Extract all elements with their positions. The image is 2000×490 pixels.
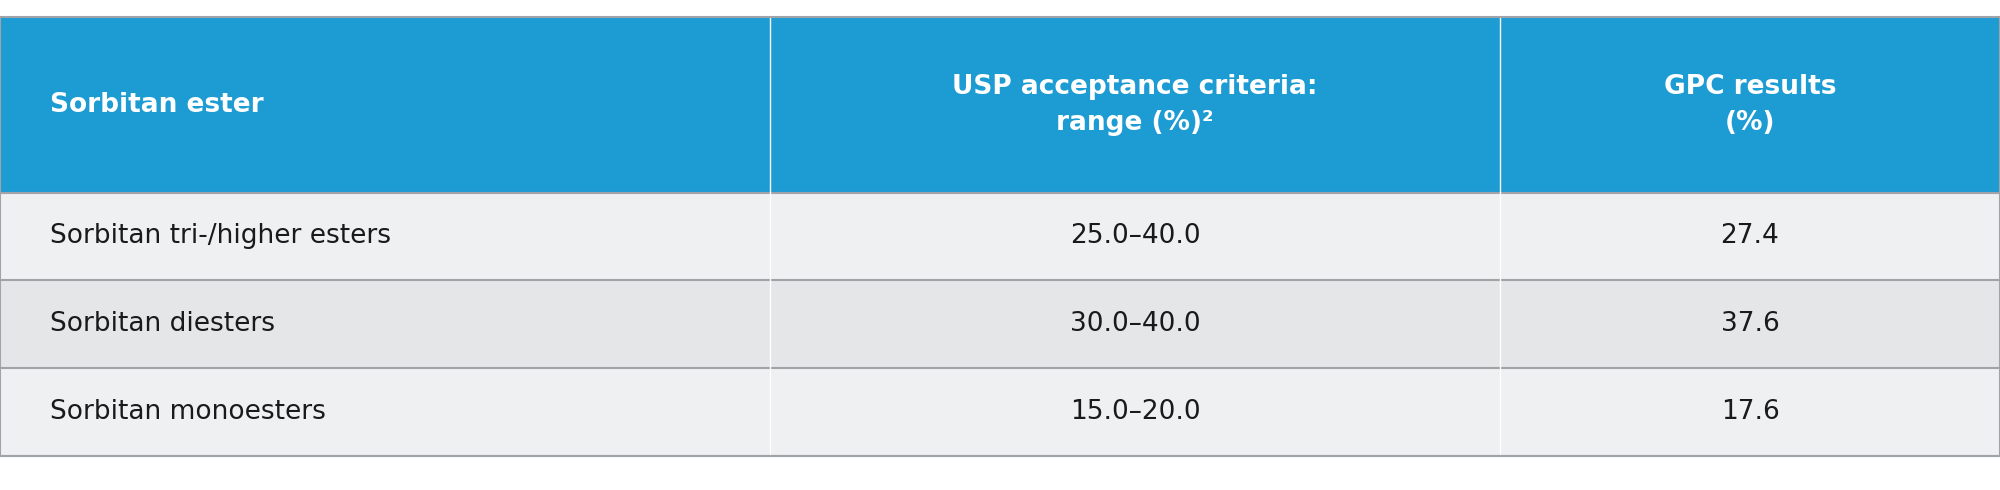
Text: Sorbitan diesters: Sorbitan diesters (50, 311, 276, 337)
Text: Sorbitan tri-/higher esters: Sorbitan tri-/higher esters (50, 223, 392, 249)
Text: 25.0–40.0: 25.0–40.0 (1070, 223, 1200, 249)
Bar (1500, 193, 2000, 280)
Bar (0, 368, 770, 456)
Bar (0, 280, 770, 368)
Bar (770, 193, 1500, 280)
Text: 17.6: 17.6 (1720, 399, 1780, 425)
Bar (770, 280, 1500, 368)
Bar (770, 368, 1500, 456)
Text: Sorbitan ester: Sorbitan ester (50, 92, 264, 118)
Text: 15.0–20.0: 15.0–20.0 (1070, 399, 1200, 425)
Bar (0, 17, 2000, 456)
Text: Sorbitan monoesters: Sorbitan monoesters (50, 399, 326, 425)
Text: 37.6: 37.6 (1720, 311, 1780, 337)
Text: USP acceptance criteria:
range (%)²: USP acceptance criteria: range (%)² (952, 74, 1318, 136)
Bar (0, 17, 770, 193)
Text: 30.0–40.0: 30.0–40.0 (1070, 311, 1200, 337)
Bar (1500, 17, 2000, 193)
Text: 27.4: 27.4 (1720, 223, 1780, 249)
Text: GPC results
(%): GPC results (%) (1664, 74, 1836, 136)
Bar (1500, 368, 2000, 456)
Bar (0, 193, 770, 280)
Bar (770, 17, 1500, 193)
Bar (1500, 280, 2000, 368)
